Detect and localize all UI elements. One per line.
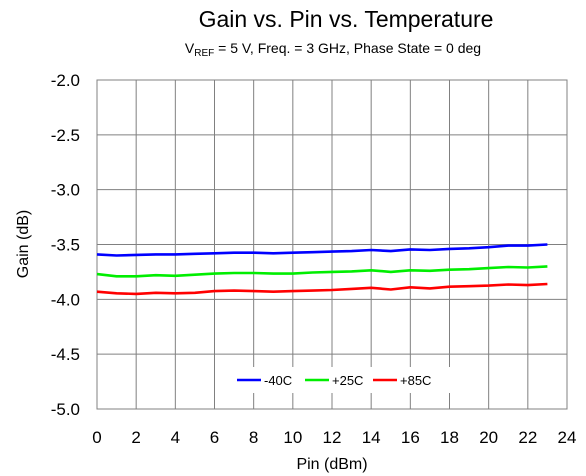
x-tick-label: 8 [249, 428, 258, 447]
y-axis-label: Gain (dB) [15, 210, 32, 278]
x-tick-label: 22 [518, 428, 537, 447]
y-tick-label: -3.5 [51, 236, 80, 255]
chart-subtitle: VREF = 5 V, Freq. = 3 GHz, Phase State =… [185, 40, 481, 59]
x-tick-label: 10 [283, 428, 302, 447]
series-line [96, 243, 548, 257]
x-tick-label: 16 [401, 428, 420, 447]
x-tick-label: 20 [479, 428, 498, 447]
legend-label: -40C [264, 373, 292, 388]
x-tick-label: 14 [362, 428, 381, 447]
x-tick-label: 2 [131, 428, 140, 447]
x-tick-label: 0 [92, 428, 101, 447]
chart-title: Gain vs. Pin vs. Temperature [199, 6, 494, 32]
x-tick-label: 24 [558, 428, 577, 447]
y-tick-label: -2.5 [51, 126, 80, 145]
y-tick-label: -4.5 [51, 345, 80, 364]
plot-border [96, 79, 568, 410]
y-axis-ticks: -2.0 -2.5 -3.0 -3.5 -4.0 -4.5 -5.0 [51, 71, 80, 419]
y-tick-label: -2.0 [51, 71, 80, 90]
x-tick-label: 12 [323, 428, 342, 447]
y-tick-label: -3.0 [51, 181, 80, 200]
x-axis-label: Pin (dBm) [296, 456, 367, 473]
legend: -40C +25C +85C [237, 373, 431, 388]
x-tick-label: 18 [440, 428, 459, 447]
series-line [96, 282, 548, 296]
legend-label: +85C [400, 373, 431, 388]
x-tick-label: 4 [171, 428, 180, 447]
legend-background [232, 367, 450, 393]
y-tick-label: -4.0 [51, 290, 80, 309]
series-line [96, 265, 548, 278]
y-tick-label: -5.0 [51, 400, 80, 419]
series-lines [96, 243, 548, 296]
x-tick-label: 6 [210, 428, 219, 447]
x-axis-ticks: 0 2 4 6 8 10 12 14 16 18 20 22 24 [92, 428, 576, 447]
legend-label: +25C [332, 373, 363, 388]
